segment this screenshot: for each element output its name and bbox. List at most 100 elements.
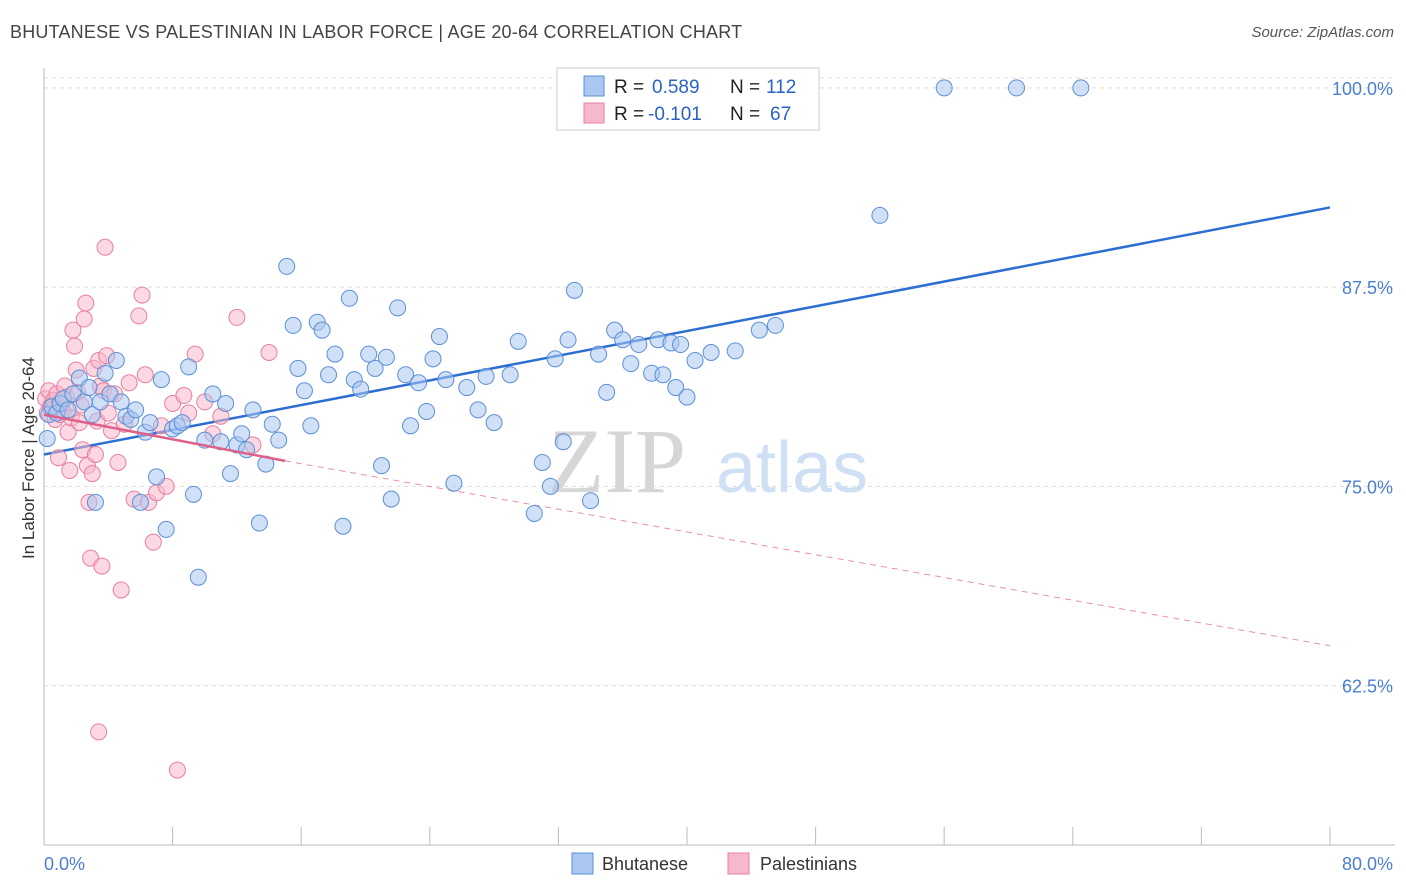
point-bhutanese-64: [389, 299, 407, 317]
point-bhutanese-55: [334, 517, 352, 535]
point-bhutanese-26: [157, 520, 175, 538]
point-bhutanese-24: [148, 468, 166, 486]
point-bhutanese-21: [131, 493, 149, 511]
point-bhutanese-42: [250, 514, 268, 532]
series-bhutanese: [38, 79, 1090, 586]
point-bhutanese-68: [418, 402, 436, 420]
point-palestinians-15: [61, 461, 79, 479]
point-bhutanese-86: [582, 492, 600, 510]
point-bhutanese-44: [263, 415, 281, 433]
y-tick-label-1: 87.5%: [1342, 278, 1393, 298]
point-bhutanese-92: [630, 336, 648, 354]
trend-lines: [43, 206, 1331, 647]
point-bhutanese-74: [469, 401, 487, 419]
point-bhutanese-10: [80, 379, 98, 397]
point-bhutanese-49: [295, 382, 313, 400]
legend-box: R = 0.589 N = 112 R = -0.101 N = 67: [556, 67, 820, 131]
point-palestinians-35: [93, 557, 111, 575]
point-palestinians-43: [112, 581, 130, 599]
point-bhutanese-16: [107, 351, 125, 369]
point-palestinians-48: [133, 286, 151, 304]
point-palestinians-18: [66, 337, 84, 355]
point-bhutanese-37: [221, 465, 239, 483]
point-bhutanese-95: [654, 366, 672, 384]
point-bhutanese-99: [678, 388, 696, 406]
point-bhutanese-67: [410, 374, 428, 392]
point-bhutanese-32: [189, 568, 207, 586]
point-bhutanese-103: [750, 321, 768, 339]
point-palestinians-66: [90, 723, 108, 741]
point-palestinians-37: [96, 238, 114, 256]
point-bhutanese-58: [352, 380, 370, 398]
point-bhutanese-73: [458, 379, 476, 397]
point-bhutanese-84: [559, 331, 577, 349]
bottom-legend-label-palestinians: Palestinians: [760, 854, 857, 874]
trend-line-bhutanese: [43, 206, 1331, 456]
point-bhutanese-25: [152, 371, 170, 389]
watermark: ZIP atlas: [548, 410, 868, 512]
grid-lines: [44, 77, 1395, 687]
point-bhutanese-75: [477, 367, 495, 385]
point-bhutanese-53: [320, 366, 338, 384]
chart-source: Source: ZipAtlas.com: [1251, 24, 1394, 41]
point-bhutanese-87: [590, 345, 608, 363]
point-bhutanese-104: [766, 316, 784, 334]
point-bhutanese-63: [382, 490, 400, 508]
point-bhutanese-65: [397, 366, 415, 384]
point-bhutanese-108: [1072, 79, 1090, 97]
axes: [43, 68, 1395, 846]
point-bhutanese-107: [1008, 79, 1026, 97]
legend-n-value-1: 67: [770, 104, 791, 125]
point-bhutanese-91: [622, 355, 640, 373]
point-bhutanese-50: [302, 417, 320, 435]
point-bhutanese-60: [366, 359, 384, 377]
point-palestinians-42: [109, 453, 127, 471]
point-bhutanese-29: [173, 414, 191, 432]
point-bhutanese-46: [278, 257, 296, 275]
point-bhutanese-79: [525, 504, 543, 522]
point-bhutanese-23: [141, 414, 159, 432]
point-bhutanese-90: [614, 331, 632, 349]
point-bhutanese-47: [284, 316, 302, 334]
point-bhutanese-88: [598, 383, 616, 401]
point-bhutanese-14: [96, 364, 114, 382]
point-bhutanese-106: [935, 79, 953, 97]
point-bhutanese-71: [437, 371, 455, 389]
bottom-legend-swatch-bhutanese: [571, 852, 594, 875]
point-bhutanese-20: [127, 401, 145, 419]
point-bhutanese-48: [289, 359, 307, 377]
point-bhutanese-81: [541, 477, 559, 495]
point-bhutanese-54: [326, 345, 344, 363]
watermark-atlas: atlas: [716, 428, 868, 508]
point-palestinians-63: [228, 308, 246, 326]
point-bhutanese-98: [672, 336, 690, 354]
legend-swatch-bhutanese: [583, 75, 605, 97]
point-bhutanese-41: [244, 401, 262, 419]
point-bhutanese-105: [871, 206, 889, 224]
legend-n-label-0: N =: [730, 77, 760, 98]
y-tick-label-3: 62.5%: [1342, 677, 1393, 697]
point-palestinians-57: [175, 387, 193, 405]
point-bhutanese-80: [533, 453, 551, 471]
point-bhutanese-39: [233, 425, 251, 443]
point-bhutanese-101: [702, 343, 720, 361]
point-bhutanese-76: [485, 414, 503, 432]
bottom-legend-label-bhutanese: Bhutanese: [602, 854, 688, 874]
point-palestinians-56: [168, 761, 186, 779]
point-bhutanese-82: [546, 350, 564, 368]
point-bhutanese-70: [430, 328, 448, 346]
point-palestinians-47: [130, 307, 148, 325]
point-palestinians-8: [49, 449, 67, 467]
legend-r-label-0: R =: [614, 77, 644, 98]
point-palestinians-65: [260, 343, 278, 361]
point-bhutanese-66: [402, 417, 420, 435]
bottom-legend: Bhutanese Palestinians: [571, 852, 857, 875]
y-tick-labels: 100.0% 87.5% 75.0% 62.5%: [1332, 79, 1393, 697]
legend-r-value-1: -0.101: [648, 104, 702, 125]
watermark-zip: ZIP: [548, 410, 686, 512]
point-bhutanese-97: [667, 379, 685, 397]
legend-r-value-0: 0.589: [652, 77, 700, 98]
point-bhutanese-100: [686, 351, 704, 369]
point-bhutanese-6: [59, 401, 77, 419]
point-palestinians-49: [136, 366, 154, 384]
